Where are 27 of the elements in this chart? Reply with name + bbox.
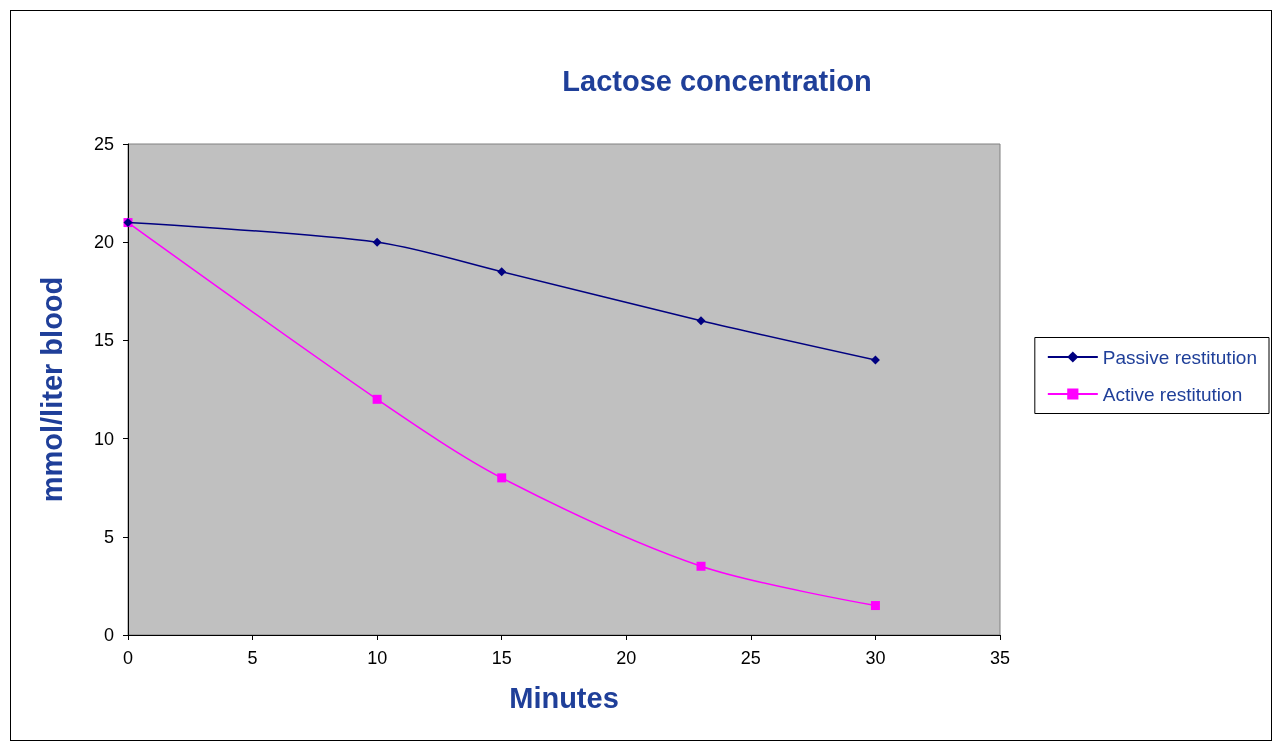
y-tick-label: 25 [93,134,114,154]
x-tick-label: 30 [865,648,886,668]
y-tick-label: 10 [93,428,114,449]
y-tick-label: 15 [93,330,114,351]
x-tick-label: 25 [740,648,761,668]
chart-title: Lactose concentration [562,64,872,97]
x-tick-label: 20 [616,648,637,668]
x-tick-label: 5 [247,648,258,668]
x-axis-title: Minutes [509,681,619,714]
point [696,316,706,326]
y-axis-title: mmol/liter blood [35,276,68,503]
y-tick-label: 0 [103,625,114,645]
legend-label: Passive restitution [1102,346,1258,368]
y-tick-label: 20 [93,232,114,253]
point [372,394,382,404]
legend-label: Active restitution [1102,383,1243,405]
x-tick-label: 35 [989,648,1011,668]
point [870,355,880,365]
point [870,601,880,611]
x-tick-label: 10 [367,648,388,668]
point [497,267,507,277]
point [497,473,507,483]
point [696,561,706,571]
y-tick-label: 5 [103,526,114,547]
x-tick-label: 15 [491,648,512,668]
point [372,237,382,247]
x-tick-label: 0 [122,648,134,668]
